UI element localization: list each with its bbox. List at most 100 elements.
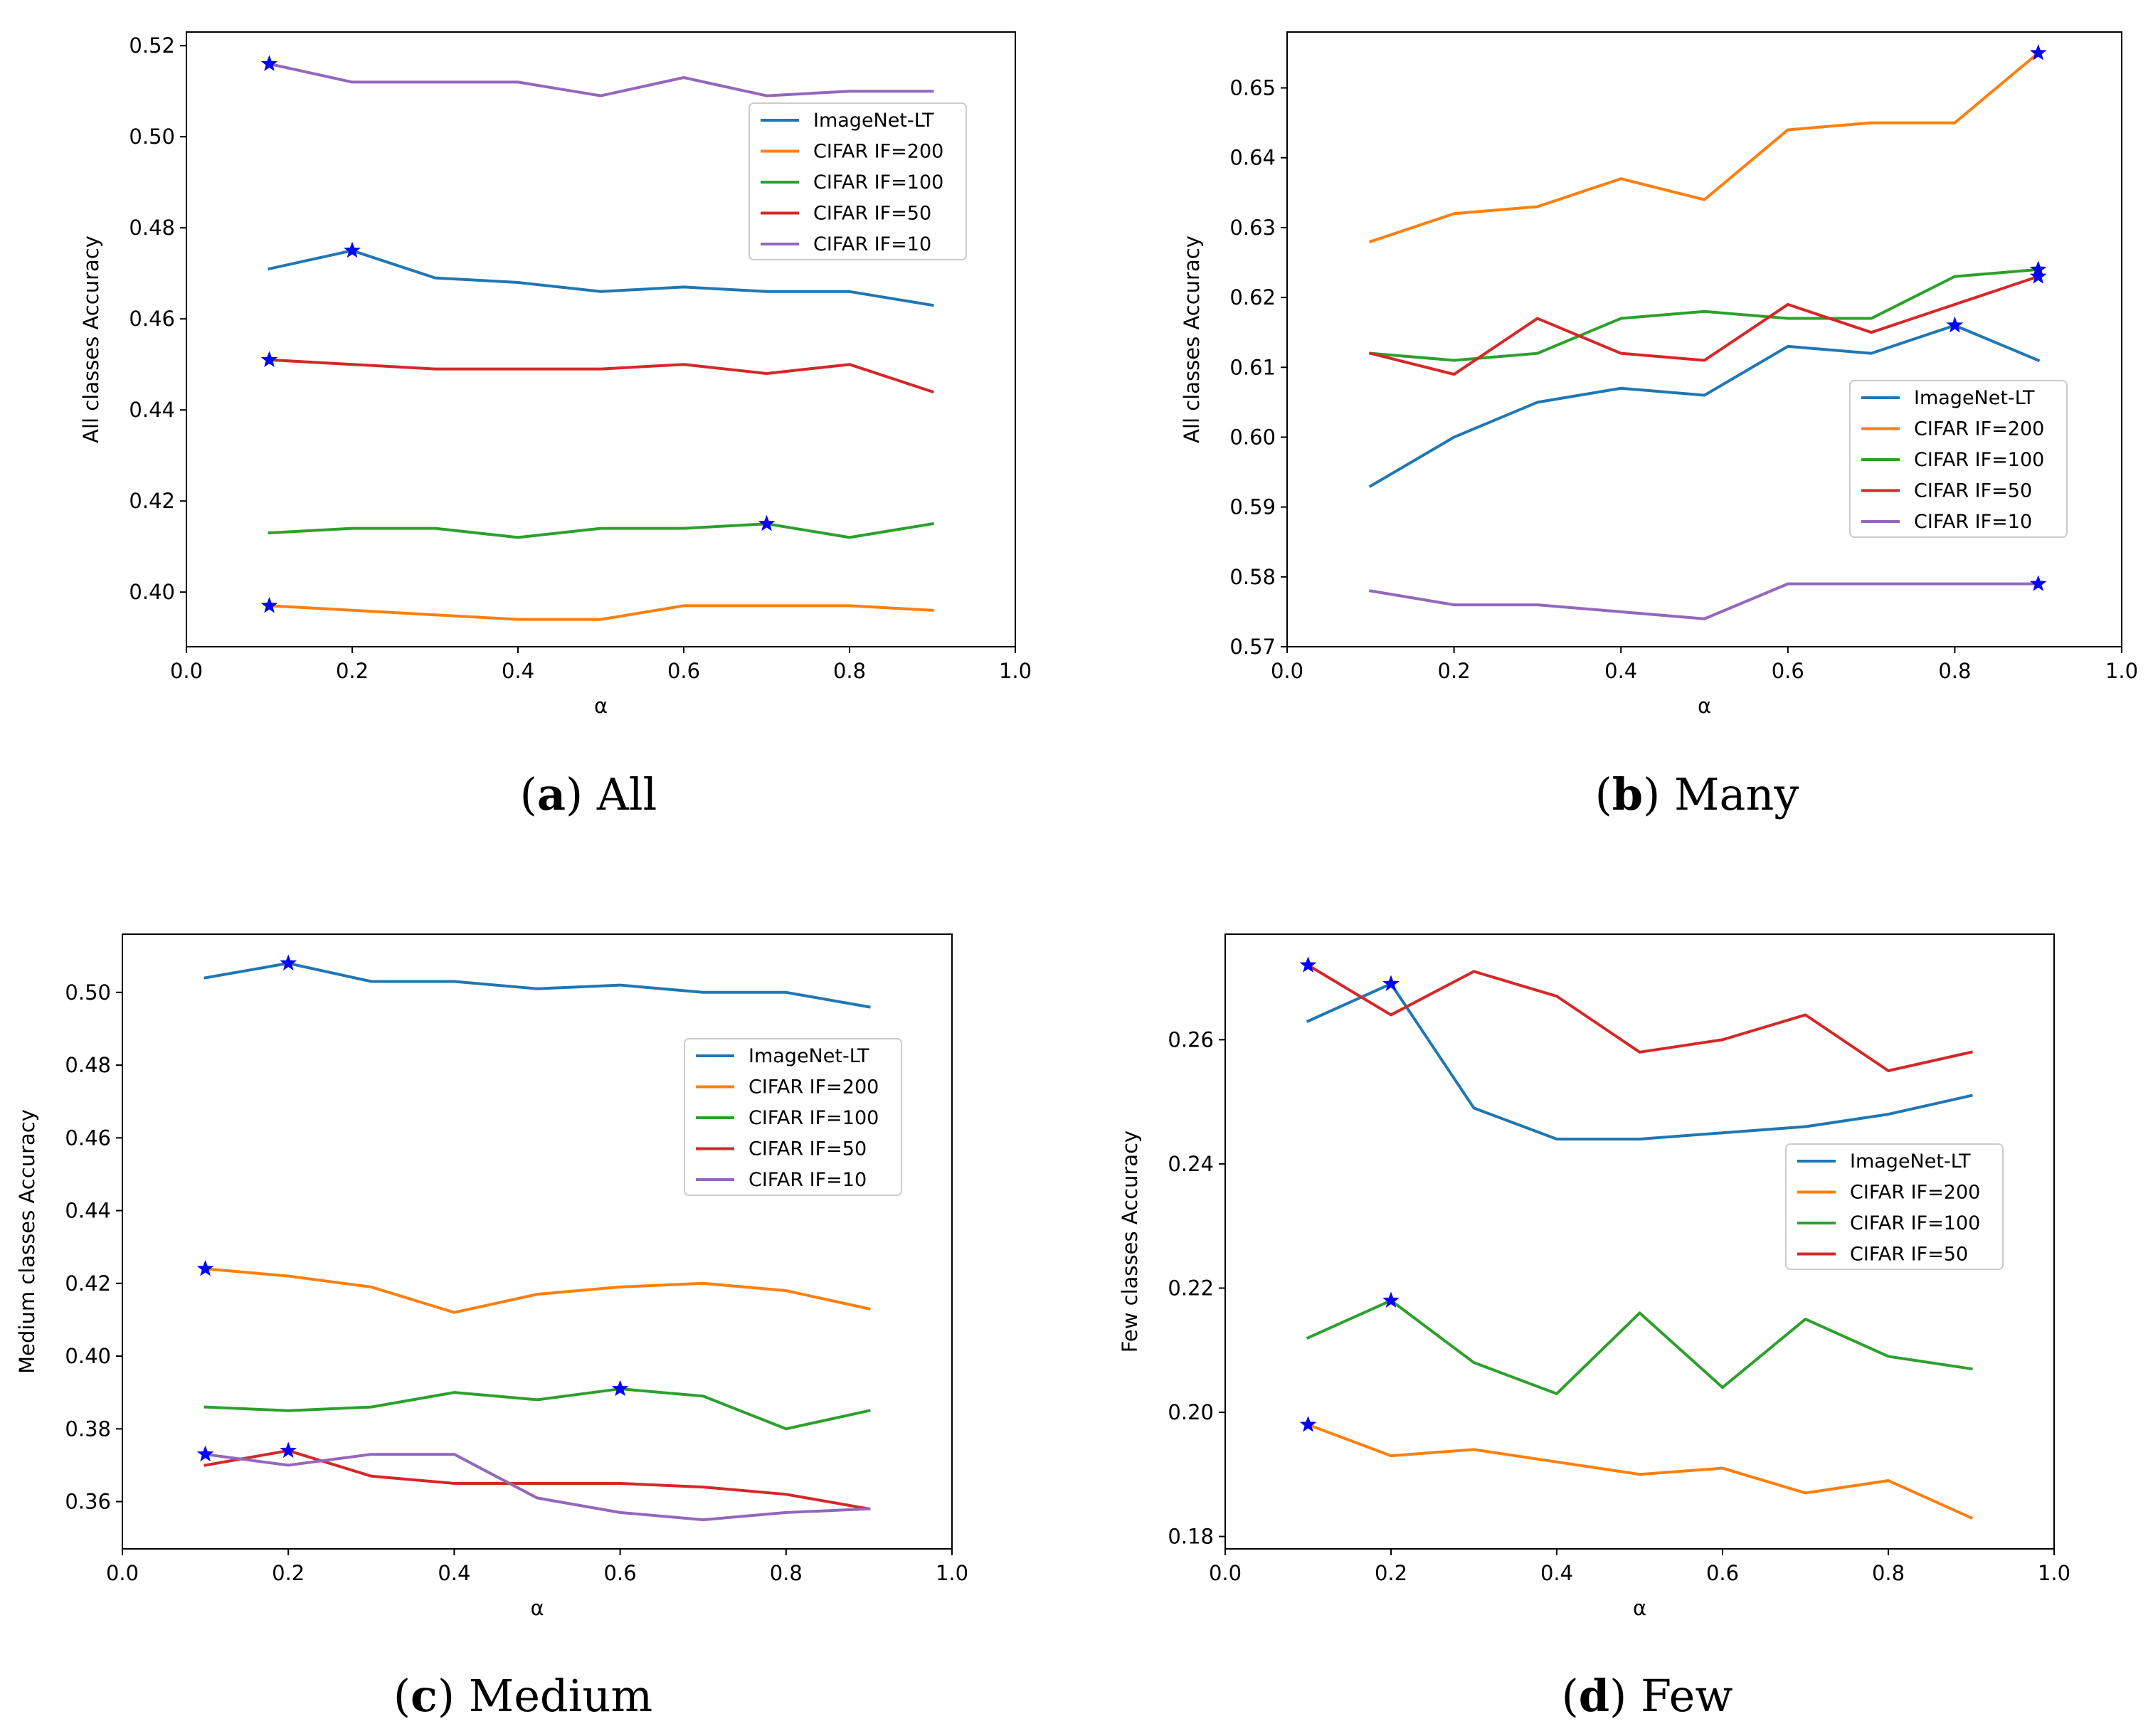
y-tick-label: 0.52 xyxy=(129,33,175,58)
plot-frame xyxy=(1286,31,2122,647)
x-tick-label: 0.0 xyxy=(106,1561,139,1585)
legend-label: CIFAR IF=100 xyxy=(1850,1212,1980,1234)
legend-label: CIFAR IF=100 xyxy=(813,171,943,194)
legend-label: CIFAR IF=10 xyxy=(1914,511,2032,533)
legend-label: CIFAR IF=200 xyxy=(813,141,943,163)
legend-label: CIFAR IF=200 xyxy=(1850,1182,1980,1204)
y-tick-label: 0.64 xyxy=(1229,146,1276,170)
legend-label: CIFAR IF=200 xyxy=(748,1076,879,1099)
legend-frame xyxy=(684,1038,902,1196)
series-line-cifar-if-200 xyxy=(268,604,934,621)
plot-frame xyxy=(122,933,953,1550)
legend-label: ImageNet-LT xyxy=(748,1045,869,1067)
chart-panel-b: 0.0 0.2 0.4 0.6 0.8 1.0 0.57 0.58 0.59 0.60 0.61 0.… xyxy=(1180,31,2138,820)
y-tick-label: 0.44 xyxy=(65,1199,111,1223)
x-tick-label: 0.8 xyxy=(833,659,866,683)
y-tick-label: 0.42 xyxy=(129,489,175,513)
series-line-cifar-if-50 xyxy=(268,358,935,394)
y-tick-label: 0.59 xyxy=(1229,495,1276,519)
x-tick-label: 0.4 xyxy=(438,1561,470,1585)
y-tick-label: 0.65 xyxy=(1229,76,1276,100)
legend-label: CIFAR IF=10 xyxy=(748,1169,867,1191)
y-tick-label: 0.40 xyxy=(129,580,175,604)
y-tick-label: 0.58 xyxy=(1229,565,1276,589)
y-tick-label: 0.46 xyxy=(129,307,175,331)
series-line-cifar-if-10 xyxy=(268,62,934,97)
legend-label: CIFAR IF=200 xyxy=(1914,418,2044,440)
y-tick-label: 0.44 xyxy=(129,398,175,422)
series-line-imagenet-lt xyxy=(268,249,934,307)
legend-label: ImageNet-LT xyxy=(1850,1150,1971,1173)
x-tick-label: 1.0 xyxy=(2038,1561,2070,1585)
caption-text: Many xyxy=(1674,768,1799,820)
series-line-cifar-if-50 xyxy=(1368,275,2041,376)
y-tick-label: 0.46 xyxy=(65,1126,111,1150)
y-tick-label: 0.22 xyxy=(1168,1276,1214,1300)
series-line-cifar-if-100 xyxy=(203,1387,871,1431)
y-tick-label: 0.62 xyxy=(1229,285,1276,309)
series-line-cifar-if-200 xyxy=(203,1267,871,1314)
y-axis-label: Few classes Accuracy xyxy=(1118,1131,1142,1353)
plot-frame xyxy=(186,31,1016,647)
x-tick-label: 0.6 xyxy=(1772,659,1804,683)
series-line-imagenet-lt xyxy=(1306,982,1973,1140)
legend-label: CIFAR IF=50 xyxy=(813,203,931,225)
y-tick-label: 0.50 xyxy=(65,980,111,1005)
y-tick-label: 0.26 xyxy=(1168,1027,1214,1052)
best-point-star-icon xyxy=(344,241,361,258)
best-point-star-icon xyxy=(196,1259,214,1276)
x-tick-label: 0.0 xyxy=(1209,1561,1242,1585)
y-tick-label: 0.63 xyxy=(1229,216,1276,240)
panel-caption: (a) All xyxy=(520,768,657,820)
x-tick-label: 0.0 xyxy=(1271,659,1303,683)
series-line-cifar-if-10 xyxy=(1368,582,2040,620)
legend-label: CIFAR IF=100 xyxy=(748,1107,879,1129)
x-tick-label: 0.2 xyxy=(336,659,369,683)
y-tick-label: 0.61 xyxy=(1229,355,1276,379)
legend-label: ImageNet-LT xyxy=(813,110,934,132)
best-point-star-icon xyxy=(1382,975,1400,991)
x-tick-label: 0.8 xyxy=(770,1561,803,1585)
y-tick-label: 0.20 xyxy=(1168,1400,1214,1424)
caption-text: All xyxy=(596,768,657,820)
x-tick-label: 1.0 xyxy=(2105,659,2138,683)
series-line-cifar-if-100 xyxy=(268,522,934,539)
series-line-cifar-if-50 xyxy=(203,1449,871,1511)
best-point-star-icon xyxy=(1946,316,1964,333)
x-tick-label: 0.8 xyxy=(1872,1561,1905,1585)
y-tick-label: 0.60 xyxy=(1229,425,1276,449)
legend-frame xyxy=(1785,1143,2004,1270)
y-axis-label: Medium classes Accuracy xyxy=(15,1109,39,1374)
x-axis-label: α xyxy=(1633,1596,1646,1620)
chart-panel-c: 0.0 0.2 0.4 0.6 0.8 1.0 0.36 0.38 0.40 0.42 0.44 0.… xyxy=(15,933,968,1722)
best-point-star-icon xyxy=(758,514,776,531)
legend: ImageNet-LT CIFAR IF=200 CIFAR IF=100 CIFAR… xyxy=(1849,380,2068,538)
legend-label: CIFAR IF=50 xyxy=(1850,1244,1968,1266)
legend-label: CIFAR IF=10 xyxy=(813,233,931,255)
caption-text: Few xyxy=(1641,1670,1733,1722)
best-point-star-icon xyxy=(2029,44,2047,60)
caption-letter: d xyxy=(1579,1670,1609,1722)
series-line-imagenet-lt xyxy=(1368,324,2041,488)
series-line-imagenet-lt xyxy=(203,961,871,1009)
x-tick-label: 0.4 xyxy=(1604,659,1637,683)
legend-label: ImageNet-LT xyxy=(1914,387,2035,409)
best-point-star-icon xyxy=(260,351,278,367)
legend: ImageNet-LT CIFAR IF=200 CIFAR IF=100 CIFAR… xyxy=(748,102,967,260)
series-line-cifar-if-50 xyxy=(1306,963,1973,1072)
x-tick-label: 0.2 xyxy=(272,1561,305,1585)
y-tick-label: 0.42 xyxy=(65,1271,111,1296)
x-tick-label: 0.4 xyxy=(1540,1561,1573,1585)
y-tick-label: 0.38 xyxy=(65,1417,111,1441)
x-tick-label: 0.6 xyxy=(667,659,700,683)
x-tick-label: 0.2 xyxy=(1375,1561,1407,1585)
x-tick-label: 0.6 xyxy=(604,1561,637,1585)
x-tick-label: 0.0 xyxy=(170,659,203,683)
caption-letter: b xyxy=(1612,768,1643,820)
best-point-star-icon xyxy=(280,954,297,970)
x-tick-label: 0.4 xyxy=(502,659,534,683)
best-point-star-icon xyxy=(260,55,278,71)
panel-caption: (c) Medium xyxy=(393,1670,652,1722)
legend-frame xyxy=(748,102,967,260)
